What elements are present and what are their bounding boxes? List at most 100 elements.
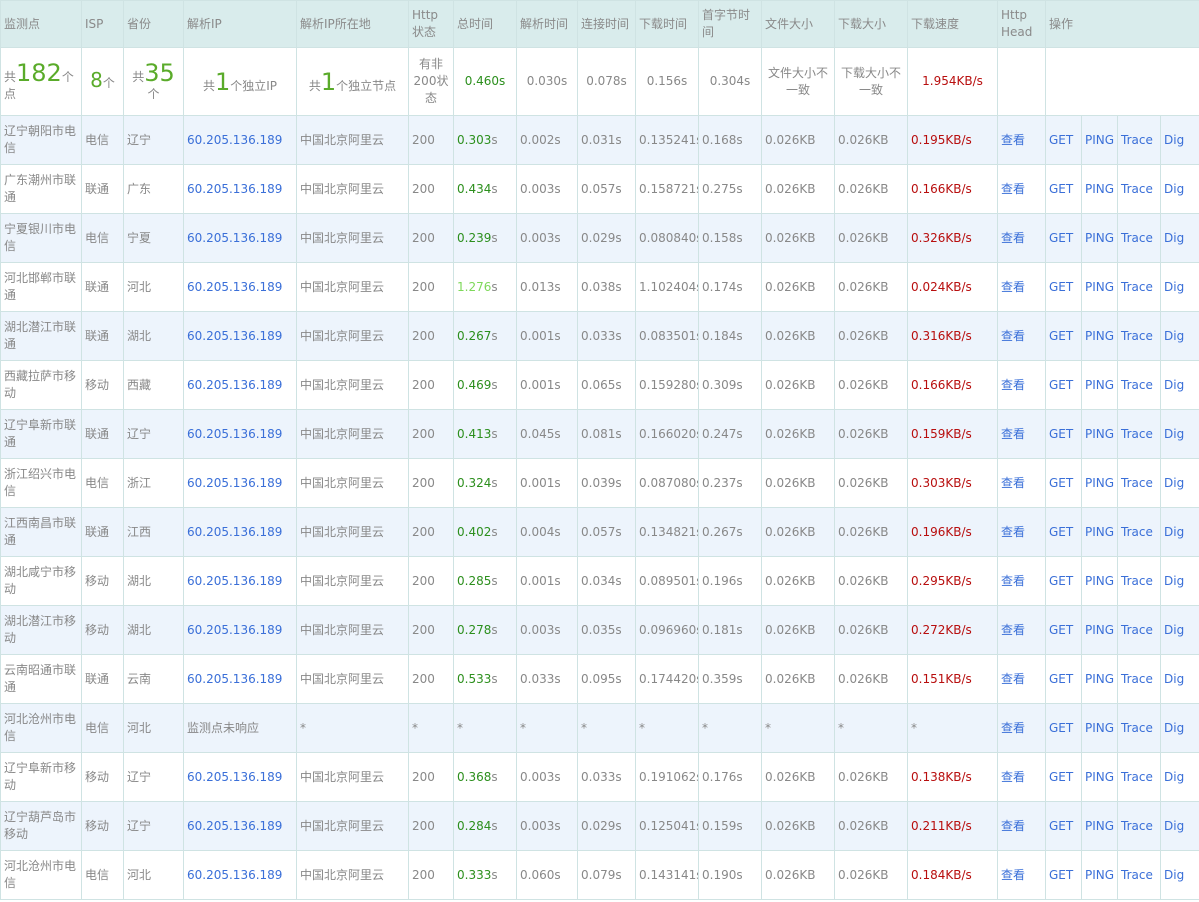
trace-link[interactable]: Trace [1117,605,1161,655]
trace-link[interactable]: Trace [1117,556,1161,606]
view-link[interactable]: 查看 [997,556,1046,606]
ping-link[interactable]: PING [1081,164,1118,214]
dig-link[interactable]: Dig [1160,458,1199,508]
get-link[interactable]: GET [1045,115,1082,165]
get-link[interactable]: GET [1045,654,1082,704]
summary-first-byte-time: 0.304s [698,47,762,116]
trace-link[interactable]: Trace [1117,850,1161,900]
trace-link[interactable]: Trace [1117,262,1161,312]
ping-link[interactable]: PING [1081,360,1118,410]
dig-link[interactable]: Dig [1160,213,1199,263]
ping-link[interactable]: PING [1081,654,1118,704]
ping-link[interactable]: PING [1081,752,1118,802]
dig-link[interactable]: Dig [1160,360,1199,410]
trace-link[interactable]: Trace [1117,409,1161,459]
dig-link[interactable]: Dig [1160,311,1199,361]
ping-link[interactable]: PING [1081,703,1118,753]
total-time-unit: s [491,230,498,245]
row-speed: 0.184KB/s [907,850,998,900]
view-link[interactable]: 查看 [997,262,1046,312]
trace-link[interactable]: Trace [1117,703,1161,753]
row-connect-time: 0.033s [577,752,636,802]
get-link[interactable]: GET [1045,262,1082,312]
trace-link[interactable]: Trace [1117,654,1161,704]
row-ip-location: 中国北京阿里云 [296,850,409,900]
get-link[interactable]: GET [1045,507,1082,557]
row-file-size: 0.026KB [761,801,835,851]
ping-link[interactable]: PING [1081,115,1118,165]
view-link[interactable]: 查看 [997,115,1046,165]
header-first-byte-time: 首字节时间 [698,0,762,48]
dig-link[interactable]: Dig [1160,164,1199,214]
dig-link[interactable]: Dig [1160,703,1199,753]
trace-link[interactable]: Trace [1117,115,1161,165]
get-link[interactable]: GET [1045,409,1082,459]
dig-link[interactable]: Dig [1160,605,1199,655]
view-link[interactable]: 查看 [997,654,1046,704]
view-link[interactable]: 查看 [997,605,1046,655]
dig-link[interactable]: Dig [1160,507,1199,557]
row-download-time: 0.174420s [635,654,699,704]
get-link[interactable]: GET [1045,605,1082,655]
trace-link[interactable]: Trace [1117,213,1161,263]
dig-link[interactable]: Dig [1160,556,1199,606]
get-link[interactable]: GET [1045,213,1082,263]
row-ip: 60.205.136.189 [183,164,297,214]
view-link[interactable]: 查看 [997,801,1046,851]
summary-isp: 8个 [81,47,124,116]
row-http-status: 200 [408,752,454,802]
view-link[interactable]: 查看 [997,213,1046,263]
ping-link[interactable]: PING [1081,213,1118,263]
ping-link[interactable]: PING [1081,605,1118,655]
dig-link[interactable]: Dig [1160,654,1199,704]
row-total-time: 0.368s [453,752,517,802]
ping-link[interactable]: PING [1081,801,1118,851]
get-link[interactable]: GET [1045,752,1082,802]
trace-link[interactable]: Trace [1117,458,1161,508]
get-link[interactable]: GET [1045,850,1082,900]
row-ip: 60.205.136.189 [183,605,297,655]
trace-link[interactable]: Trace [1117,752,1161,802]
row-connect-time: 0.029s [577,213,636,263]
view-link[interactable]: 查看 [997,409,1046,459]
table-row: 宁夏银川市电信 电信 宁夏 60.205.136.189 中国北京阿里云 200 0.239… [0,213,1199,263]
row-speed: 0.303KB/s [907,458,998,508]
ping-link[interactable]: PING [1081,507,1118,557]
view-link[interactable]: 查看 [997,752,1046,802]
ping-link[interactable]: PING [1081,262,1118,312]
trace-link[interactable]: Trace [1117,164,1161,214]
view-link[interactable]: 查看 [997,507,1046,557]
get-link[interactable]: GET [1045,164,1082,214]
trace-link[interactable]: Trace [1117,801,1161,851]
row-file-size: 0.026KB [761,752,835,802]
view-link[interactable]: 查看 [997,703,1046,753]
get-link[interactable]: GET [1045,801,1082,851]
view-link[interactable]: 查看 [997,850,1046,900]
row-dns-time: 0.001s [516,458,578,508]
dig-link[interactable]: Dig [1160,850,1199,900]
view-link[interactable]: 查看 [997,164,1046,214]
get-link[interactable]: GET [1045,360,1082,410]
dig-link[interactable]: Dig [1160,752,1199,802]
trace-link[interactable]: Trace [1117,507,1161,557]
dig-link[interactable]: Dig [1160,262,1199,312]
trace-link[interactable]: Trace [1117,360,1161,410]
dig-link[interactable]: Dig [1160,409,1199,459]
get-link[interactable]: GET [1045,556,1082,606]
view-link[interactable]: 查看 [997,360,1046,410]
view-link[interactable]: 查看 [997,311,1046,361]
ping-link[interactable]: PING [1081,409,1118,459]
get-link[interactable]: GET [1045,458,1082,508]
ping-link[interactable]: PING [1081,311,1118,361]
ping-link[interactable]: PING [1081,556,1118,606]
dig-link[interactable]: Dig [1160,115,1199,165]
dig-link[interactable]: Dig [1160,801,1199,851]
ping-link[interactable]: PING [1081,458,1118,508]
trace-link[interactable]: Trace [1117,311,1161,361]
summary-connect-time: 0.078s [577,47,636,116]
get-link[interactable]: GET [1045,703,1082,753]
get-link[interactable]: GET [1045,311,1082,361]
ping-link[interactable]: PING [1081,850,1118,900]
view-link[interactable]: 查看 [997,458,1046,508]
row-point: 辽宁阜新市移动 [0,752,82,802]
